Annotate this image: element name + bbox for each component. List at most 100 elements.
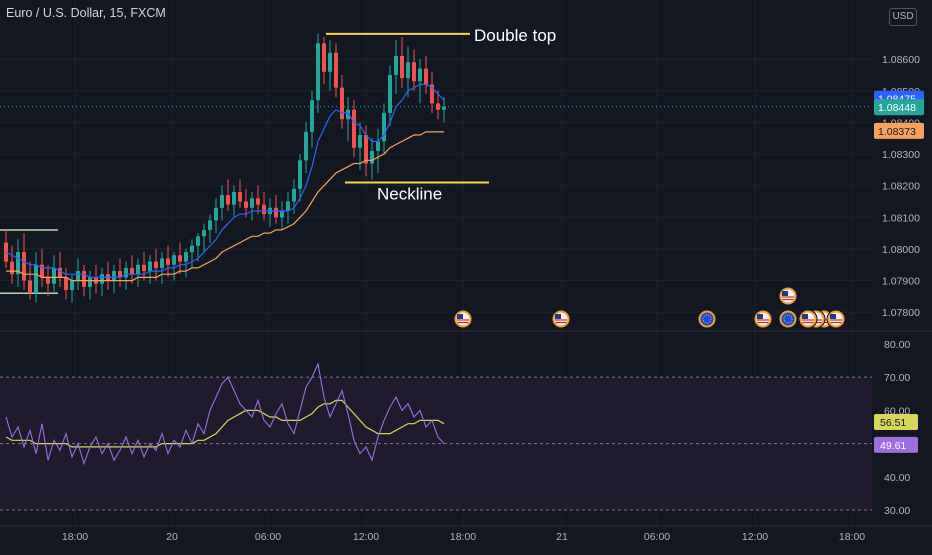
candle-body: [112, 271, 116, 281]
time-tick-label: 18:00: [62, 531, 88, 543]
us-flag-icon: [778, 286, 798, 306]
eu-flag-stars: [783, 314, 793, 324]
candle-body: [382, 112, 386, 142]
ema-fast-line: [5, 83, 445, 278]
rsi-badge-label: 49.61: [880, 440, 906, 452]
price-badge-label: 1.08448: [878, 102, 916, 114]
candle-body: [406, 62, 410, 79]
candle-body: [178, 255, 182, 262]
candle-body: [220, 195, 224, 208]
time-tick-label: 12:00: [742, 531, 768, 543]
time-tick-label: 06:00: [255, 531, 281, 543]
candle-body: [310, 100, 314, 132]
candle-body: [118, 271, 122, 278]
candle-body: [292, 188, 296, 202]
candle-body: [340, 87, 344, 120]
time-tick-label: 18:00: [450, 531, 476, 543]
candle-body: [58, 267, 62, 278]
candle-body: [436, 103, 440, 110]
price-badge-label: 1.08373: [878, 126, 916, 138]
candle-body: [334, 52, 338, 88]
candle-body: [124, 267, 128, 278]
candle-body: [316, 43, 320, 101]
candle-body: [370, 150, 374, 164]
candle-body: [238, 191, 242, 202]
us-flag-canton: [555, 314, 561, 319]
candle-body: [88, 277, 92, 287]
rsi-band: [0, 377, 872, 511]
us-flag-canton: [457, 314, 463, 319]
candle-body: [184, 252, 188, 262]
eu-flag-fill: [781, 312, 795, 326]
eu-flag-fill: [700, 312, 714, 326]
candle-body: [28, 280, 32, 294]
candle-body: [280, 210, 284, 218]
candle-body: [388, 74, 392, 113]
price-tick-label: 1.08300: [882, 149, 920, 161]
candle-body: [424, 68, 428, 85]
candle-body: [166, 258, 170, 265]
us-flag-icon: [551, 309, 571, 329]
price-tick-label: 1.08200: [882, 181, 920, 193]
candle-body: [34, 264, 38, 294]
candle-body: [70, 280, 74, 291]
us-flag-icon: [826, 309, 846, 329]
candle-body: [352, 109, 356, 148]
price-tick-label: 1.07900: [882, 276, 920, 288]
candle-body: [412, 62, 416, 82]
candle-body: [214, 207, 218, 221]
price-badge: [874, 99, 924, 116]
rsi-badge: [874, 413, 918, 430]
double-top-label: Double top: [474, 26, 556, 45]
candle-body: [190, 245, 194, 253]
time-tick-label: 18:00: [839, 531, 865, 543]
ema-slow-line: [6, 131, 444, 282]
candle-body: [4, 242, 8, 262]
candle-body: [244, 201, 248, 208]
symbol-title: Euro / U.S. Dollar, 15, FXCM: [6, 6, 166, 20]
time-tick-label: 12:00: [353, 531, 379, 543]
time-tick-label: 06:00: [644, 531, 670, 543]
candle-body: [358, 135, 362, 148]
candle-body: [256, 198, 260, 205]
candle-body: [250, 198, 254, 208]
candle-body: [364, 135, 368, 164]
rsi-badge-label: 56.51: [880, 417, 906, 429]
candle-body: [22, 252, 26, 281]
candle-body: [208, 220, 212, 230]
price-tick-label: 1.08000: [882, 244, 920, 256]
currency-button[interactable]: USD: [889, 8, 917, 26]
candle-body: [328, 52, 332, 72]
candle-body: [100, 274, 104, 284]
price-badge: [874, 122, 924, 139]
rsi-tick-label: 80.00: [884, 339, 910, 351]
candle-body: [76, 271, 80, 281]
candle-body: [154, 261, 158, 268]
candle-body: [148, 261, 152, 272]
eu-flag-icon: [697, 309, 717, 329]
candle-body: [376, 141, 380, 151]
candle-body: [64, 277, 68, 291]
candle-body: [304, 131, 308, 161]
candle-body: [52, 267, 56, 284]
price-tick-label: 1.07800: [882, 307, 920, 319]
candle-body: [418, 68, 422, 82]
candle-body: [442, 106, 446, 110]
rsi-tick-label: 40.00: [884, 472, 910, 484]
us-flag-icon: [453, 309, 473, 329]
candle-body: [226, 195, 230, 205]
candle-body: [142, 264, 146, 272]
us-flag-icon: [798, 309, 818, 329]
candle-body: [298, 160, 302, 189]
candle-body: [286, 201, 290, 211]
candle-body: [136, 264, 140, 275]
candle-body: [82, 271, 86, 287]
candle-body: [322, 43, 326, 72]
candle-body: [274, 207, 278, 218]
candle-body: [202, 229, 206, 237]
price-tick-label: 1.08100: [882, 212, 920, 224]
candle-body: [346, 109, 350, 120]
candle-body: [46, 277, 50, 284]
